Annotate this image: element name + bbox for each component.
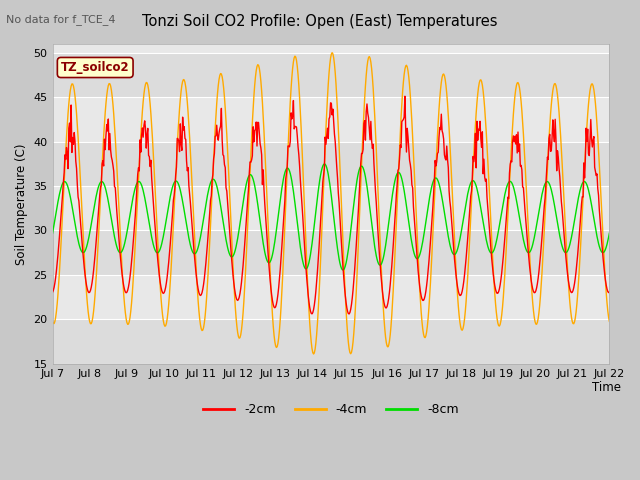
Bar [52,186,609,230]
Bar [52,230,609,275]
Text: TZ_soilco2: TZ_soilco2 [61,61,129,74]
Bar [52,97,609,142]
Bar [52,53,609,97]
Legend: -2cm, -4cm, -8cm: -2cm, -4cm, -8cm [198,398,464,421]
Bar [52,142,609,186]
Bar [52,275,609,319]
Bar [52,319,609,364]
Y-axis label: Soil Temperature (C): Soil Temperature (C) [15,143,28,264]
Text: No data for f_TCE_4: No data for f_TCE_4 [6,14,116,25]
X-axis label: Time: Time [591,381,621,395]
Text: Tonzi Soil CO2 Profile: Open (East) Temperatures: Tonzi Soil CO2 Profile: Open (East) Temp… [142,14,498,29]
